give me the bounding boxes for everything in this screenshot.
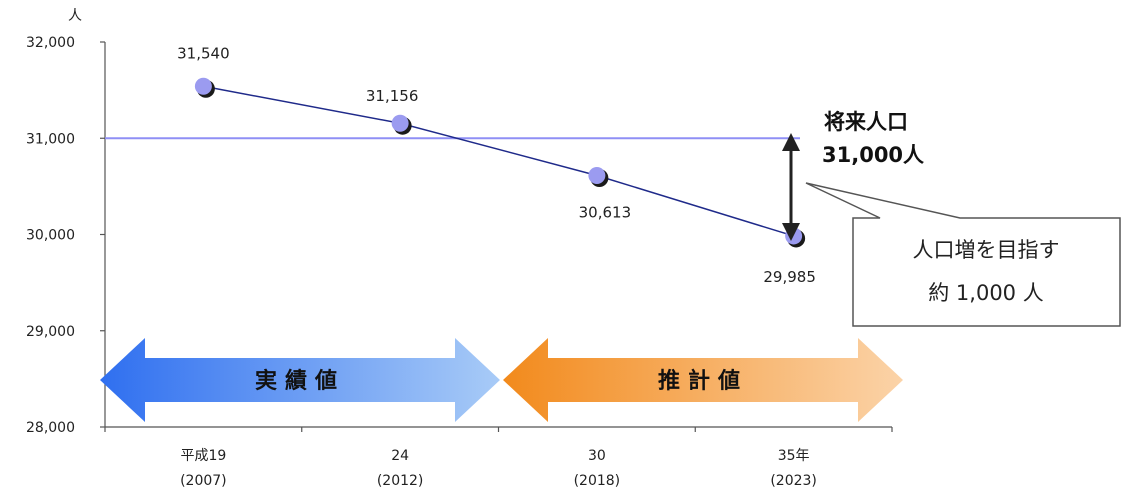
- data-label: 29,985: [763, 268, 816, 286]
- y-tick-label: 30,000: [26, 228, 75, 244]
- y-tick-label: 31,000: [26, 131, 75, 147]
- x-tick-sublabel: (2012): [377, 473, 424, 489]
- x-tick-sublabel: (2023): [770, 473, 817, 489]
- x-tick-sublabel: (2018): [574, 473, 621, 489]
- x-tick-label: 24: [391, 448, 409, 464]
- callout-line-2: 約 1,000 人: [928, 281, 1043, 305]
- data-label: 30,613: [579, 203, 632, 221]
- data-point: [391, 114, 409, 132]
- data-label: 31,156: [366, 87, 419, 105]
- callout-line-1: 人口増を目指す: [913, 238, 1060, 262]
- callout-box: [805, 182, 1121, 327]
- data-point: [194, 77, 212, 95]
- data-point: [785, 227, 803, 245]
- y-tick-label: 28,000: [26, 420, 75, 436]
- period-arrows-layer: 実績値 推計値: [100, 338, 903, 422]
- target-label-title: 将来人口: [824, 110, 908, 134]
- data-point: [588, 166, 606, 184]
- x-tick-label: 35年: [778, 448, 810, 464]
- forecast-period-arrow: [503, 338, 903, 422]
- y-tick-label: 32,000: [26, 35, 75, 51]
- series-line: [203, 85, 794, 237]
- series-layer: 31,540 31,156 30,613 29,985: [177, 44, 816, 286]
- data-label: 31,540: [177, 44, 230, 62]
- period-label: 実績値: [255, 368, 345, 394]
- actual-period-arrow: [100, 338, 500, 422]
- period-label: 推計値: [658, 368, 748, 394]
- x-tick-label: 平成19: [180, 448, 226, 464]
- y-tick-label: 29,000: [26, 324, 75, 340]
- target-label-value: 31,000人: [822, 143, 924, 167]
- axes-layer: 32,000 31,000 30,000 29,000 28,000 平成19 (2007)…: [26, 35, 893, 489]
- y-unit-label: 人: [68, 8, 82, 24]
- x-tick-label: 30: [588, 448, 606, 464]
- x-tick-sublabel: (2007): [180, 473, 227, 489]
